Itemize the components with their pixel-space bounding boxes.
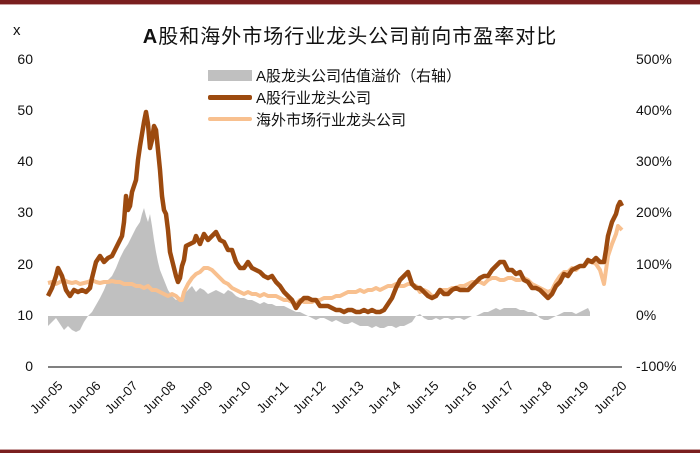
right-tick-300: 300% <box>636 153 672 169</box>
right-tick-400: 400% <box>636 102 672 118</box>
right-tick-0: 0% <box>636 307 657 323</box>
area-swatch-icon <box>208 69 252 81</box>
left-tick-50: 50 <box>17 102 33 118</box>
left-tick-60: 60 <box>17 51 33 67</box>
line-swatch-icon <box>208 117 252 121</box>
overseas-line <box>47 224 624 306</box>
legend-item-premium: A股龙头公司估值溢价（右轴） <box>208 64 461 86</box>
legend-item-a-share: A股行业龙头公司 <box>208 86 461 108</box>
chart-title: A股和海外市场行业龙头公司前向市盈率对比 <box>142 26 558 48</box>
right-tick-200: 200% <box>636 204 672 220</box>
a-share-line <box>45 109 625 315</box>
right-tick-neg100: -100% <box>636 358 677 374</box>
bottom-frame-bar <box>0 449 700 453</box>
left-axis-unit: x <box>13 22 21 39</box>
left-tick-20: 20 <box>17 256 33 272</box>
top-frame-bar <box>0 0 700 5</box>
left-tick-30: 30 <box>17 204 33 220</box>
right-tick-100: 100% <box>636 256 672 272</box>
line-swatch-icon <box>208 94 252 100</box>
legend-item-overseas: 海外市场行业龙头公司 <box>208 108 461 130</box>
right-tick-500: 500% <box>636 51 672 67</box>
left-tick-40: 40 <box>17 153 33 169</box>
left-tick-10: 10 <box>17 307 33 323</box>
left-tick-0: 0 <box>25 358 33 374</box>
legend: A股龙头公司估值溢价（右轴） A股行业龙头公司 海外市场行业龙头公司 <box>208 64 461 130</box>
